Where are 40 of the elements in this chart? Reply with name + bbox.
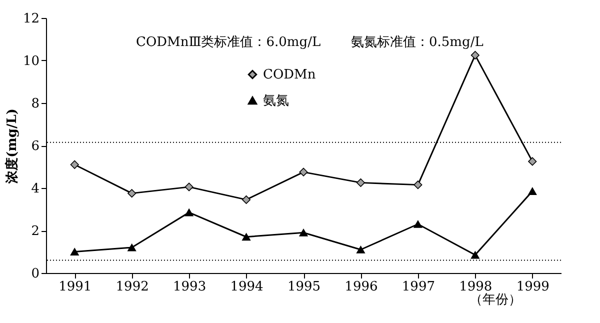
- point: [70, 248, 79, 256]
- point: [414, 180, 422, 190]
- point: [299, 168, 308, 176]
- x-tick-label: 1997: [402, 280, 435, 294]
- point: [356, 178, 365, 187]
- annotation: CODMnⅢ类标准值：6.0mg/L: [136, 35, 321, 50]
- legend-label: 氨氮: [263, 94, 289, 108]
- point: [414, 220, 422, 228]
- x-tick-label: 1995: [287, 280, 321, 294]
- point: [242, 195, 251, 204]
- y-tick-label: 0: [31, 266, 40, 282]
- point: [528, 187, 537, 195]
- x-tick-label: 1998: [459, 280, 492, 294]
- point: [184, 208, 194, 216]
- y-tick-label: 2: [31, 224, 40, 239]
- point: [299, 228, 308, 236]
- point: [356, 246, 365, 254]
- x-tick-label: 1993: [173, 280, 206, 294]
- x-tick-label: 1994: [230, 280, 264, 294]
- point: [470, 50, 480, 60]
- annotation: 氨氮标准值：0.5mg/L: [351, 35, 484, 50]
- y-tick-label: 4: [31, 182, 40, 196]
- y-tick-label: 12: [22, 12, 40, 26]
- point: [128, 189, 136, 198]
- point: [184, 182, 194, 192]
- x-tick-label: 1991: [58, 280, 92, 294]
- x-tick-label: 1999: [516, 280, 550, 294]
- point: [70, 160, 79, 169]
- legend-label: CODMn: [263, 68, 316, 82]
- point: [242, 233, 251, 241]
- x-tick-label: 1996: [344, 280, 378, 294]
- y-tick-label: 6: [31, 139, 40, 154]
- x-axis-title: （年份）: [470, 292, 522, 308]
- point: [128, 244, 136, 252]
- point: [528, 157, 537, 166]
- y-tick-label: 8: [31, 96, 40, 112]
- point: [470, 251, 480, 259]
- x-tick-label: 1992: [116, 280, 149, 294]
- y-tick-label: 10: [22, 54, 40, 69]
- y-axis-title: 浓度(mg/L): [4, 108, 20, 185]
